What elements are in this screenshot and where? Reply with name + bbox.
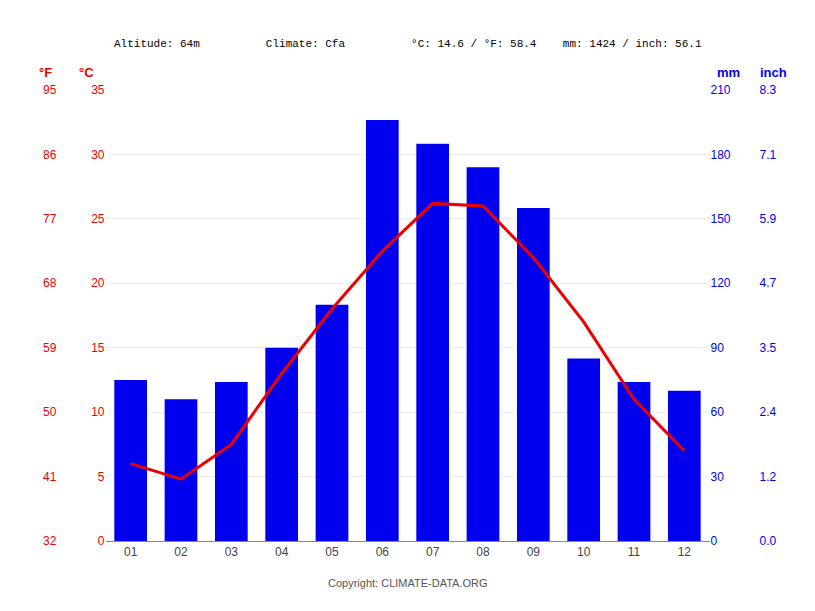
svg-text:30: 30	[91, 148, 105, 162]
svg-text:35: 35	[91, 83, 105, 97]
svg-text:08: 08	[476, 545, 490, 559]
svg-text:10: 10	[91, 405, 105, 419]
svg-text:07: 07	[426, 545, 440, 559]
svg-text:120: 120	[711, 276, 731, 290]
svg-text:3.5: 3.5	[760, 341, 777, 355]
svg-text:68: 68	[43, 276, 57, 290]
svg-text:1.2: 1.2	[760, 470, 777, 484]
svg-text:15: 15	[91, 341, 105, 355]
svg-text:°F: °F	[39, 65, 52, 80]
svg-text:°C: °C	[79, 65, 94, 80]
svg-text:210: 210	[711, 83, 731, 97]
svg-text:03: 03	[225, 545, 239, 559]
svg-text:mm: mm	[717, 65, 740, 80]
svg-text:7.1: 7.1	[760, 148, 777, 162]
svg-text:77: 77	[43, 212, 57, 226]
svg-text:95: 95	[43, 83, 57, 97]
svg-text:5.9: 5.9	[760, 212, 777, 226]
svg-text:05: 05	[325, 545, 339, 559]
svg-text:180: 180	[711, 148, 731, 162]
svg-text:20: 20	[91, 276, 105, 290]
svg-text:4.7: 4.7	[760, 276, 777, 290]
svg-text:32: 32	[43, 534, 57, 548]
svg-text:50: 50	[43, 405, 57, 419]
svg-text:30: 30	[711, 470, 725, 484]
svg-text:0: 0	[98, 534, 105, 548]
svg-text:0: 0	[711, 534, 718, 548]
svg-text:Copyright: CLIMATE-DATA.ORG: Copyright: CLIMATE-DATA.ORG	[328, 577, 488, 589]
svg-text:2.4: 2.4	[760, 405, 777, 419]
svg-text:8.3: 8.3	[760, 83, 777, 97]
svg-text:0.0: 0.0	[760, 534, 777, 548]
svg-text:02: 02	[174, 545, 188, 559]
svg-text:150: 150	[711, 212, 731, 226]
svg-text:Altitude: 64m Climate: Altitude: 64m Climate: Cfa °C: 14.6 / °F…	[114, 38, 702, 50]
svg-text:09: 09	[527, 545, 541, 559]
svg-text:04: 04	[275, 545, 289, 559]
svg-text:01: 01	[124, 545, 138, 559]
svg-text:06: 06	[376, 545, 390, 559]
svg-text:60: 60	[711, 405, 725, 419]
svg-text:12: 12	[678, 545, 692, 559]
svg-text:41: 41	[43, 470, 57, 484]
svg-text:10: 10	[577, 545, 591, 559]
svg-text:86: 86	[43, 148, 57, 162]
svg-text:11: 11	[628, 545, 641, 559]
svg-text:inch: inch	[760, 65, 787, 80]
svg-text:25: 25	[91, 212, 105, 226]
svg-text:90: 90	[711, 341, 725, 355]
svg-text:59: 59	[43, 341, 57, 355]
svg-text:5: 5	[98, 470, 105, 484]
